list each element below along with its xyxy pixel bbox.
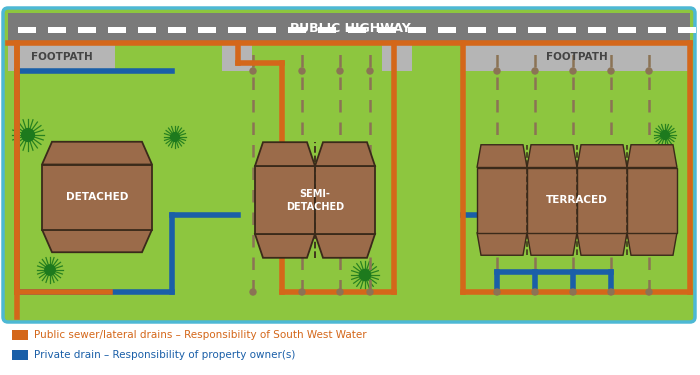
Polygon shape — [577, 232, 627, 255]
Bar — [627, 168, 677, 232]
Text: SEMI-: SEMI- — [300, 189, 330, 199]
Bar — [12, 330, 28, 340]
Bar — [228, 27, 246, 33]
Bar — [378, 27, 396, 33]
Polygon shape — [42, 230, 152, 252]
Bar — [618, 27, 636, 33]
Bar — [78, 27, 96, 33]
Circle shape — [45, 265, 55, 275]
Bar — [577, 168, 627, 232]
Circle shape — [570, 289, 576, 295]
Polygon shape — [315, 142, 375, 166]
Bar — [528, 27, 546, 33]
Circle shape — [299, 289, 305, 295]
Polygon shape — [255, 142, 315, 166]
Polygon shape — [477, 145, 527, 168]
Bar — [678, 27, 696, 33]
Bar — [138, 27, 156, 33]
Text: DETACHED: DETACHED — [286, 202, 344, 212]
Polygon shape — [527, 145, 577, 168]
Bar — [222, 44, 252, 71]
Text: Private drain – Responsibility of property owner(s): Private drain – Responsibility of proper… — [34, 350, 295, 360]
Circle shape — [608, 289, 614, 295]
Circle shape — [337, 289, 343, 295]
Text: DETACHED: DETACHED — [66, 192, 128, 202]
Polygon shape — [627, 232, 677, 255]
Polygon shape — [315, 234, 375, 258]
Circle shape — [250, 68, 256, 74]
Bar — [477, 168, 527, 232]
Bar — [382, 44, 412, 71]
Polygon shape — [577, 145, 627, 168]
Bar — [18, 27, 36, 33]
Bar — [348, 27, 366, 33]
Bar — [48, 27, 66, 33]
Circle shape — [367, 289, 373, 295]
Bar — [318, 27, 336, 33]
Polygon shape — [42, 142, 152, 165]
FancyBboxPatch shape — [3, 8, 695, 322]
Circle shape — [367, 68, 373, 74]
Bar — [648, 27, 666, 33]
Text: FOOTPATH: FOOTPATH — [545, 53, 608, 63]
Bar — [558, 27, 576, 33]
Circle shape — [532, 68, 538, 74]
Circle shape — [608, 68, 614, 74]
Polygon shape — [527, 232, 577, 255]
Circle shape — [494, 289, 500, 295]
Polygon shape — [255, 234, 315, 258]
Circle shape — [171, 133, 179, 141]
Bar — [588, 27, 606, 33]
Bar — [198, 27, 216, 33]
Bar — [255, 166, 315, 234]
Text: Public sewer/lateral drains – Responsibility of South West Water: Public sewer/lateral drains – Responsibi… — [34, 330, 367, 340]
Bar — [42, 165, 152, 230]
Text: TERRACED: TERRACED — [546, 195, 608, 205]
Circle shape — [250, 289, 256, 295]
Circle shape — [532, 289, 538, 295]
Bar — [498, 27, 516, 33]
Circle shape — [337, 68, 343, 74]
Text: FOOTPATH: FOOTPATH — [31, 53, 92, 63]
Circle shape — [646, 68, 652, 74]
Bar — [8, 13, 690, 43]
Circle shape — [22, 129, 34, 141]
Bar — [168, 27, 186, 33]
Bar — [8, 44, 115, 71]
Bar — [468, 27, 486, 33]
Circle shape — [359, 269, 370, 280]
Bar — [258, 27, 276, 33]
Text: PUBLIC HIGHWAY: PUBLIC HIGHWAY — [290, 21, 410, 34]
Bar — [12, 350, 28, 360]
Circle shape — [646, 289, 652, 295]
Bar — [527, 168, 577, 232]
Circle shape — [299, 68, 305, 74]
Bar — [408, 27, 426, 33]
Polygon shape — [627, 145, 677, 168]
Circle shape — [661, 130, 669, 140]
Bar — [463, 44, 690, 71]
Circle shape — [494, 68, 500, 74]
Polygon shape — [477, 232, 527, 255]
Bar — [438, 27, 456, 33]
Circle shape — [570, 68, 576, 74]
Bar — [288, 27, 306, 33]
Bar — [315, 166, 375, 234]
Bar — [108, 27, 126, 33]
